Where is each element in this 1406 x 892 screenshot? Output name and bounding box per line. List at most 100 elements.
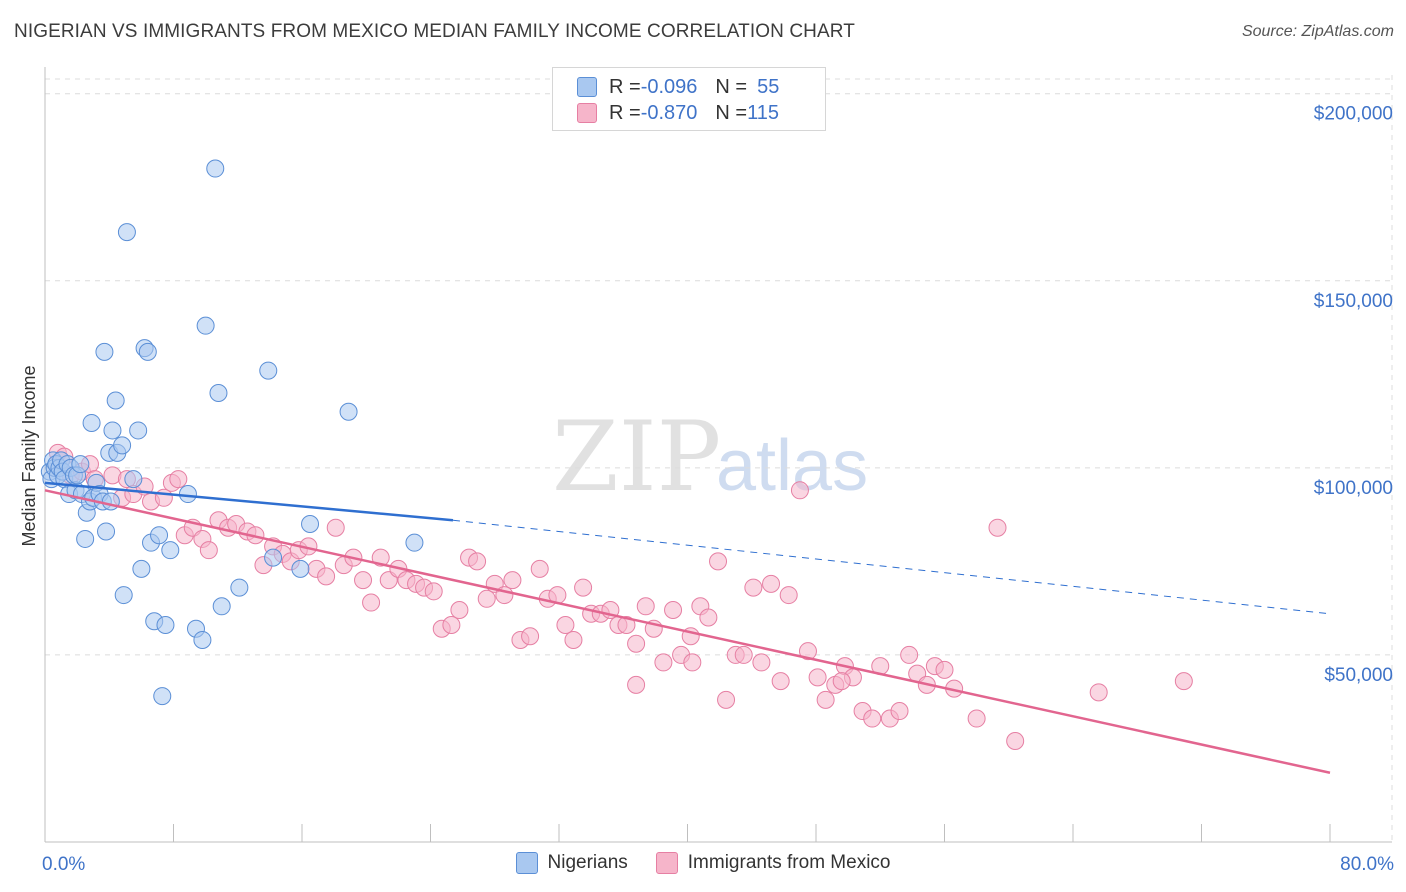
point-nigerian xyxy=(264,548,283,567)
point-mexico xyxy=(734,645,753,664)
point-nigerian xyxy=(124,470,143,489)
point-mexico xyxy=(967,709,986,728)
point-mexico xyxy=(617,615,636,634)
point-mexico xyxy=(199,541,218,560)
legend-swatch-nigerians xyxy=(515,852,538,874)
point-mexico xyxy=(752,653,771,672)
point-mexico xyxy=(424,582,443,601)
point-nigerian xyxy=(193,630,212,649)
legend-n-label: N = xyxy=(715,75,748,98)
point-mexico xyxy=(762,574,781,593)
point-nigerian xyxy=(161,541,180,560)
point-mexico xyxy=(627,675,646,694)
point-mexico xyxy=(556,615,575,634)
point-mexico xyxy=(988,518,1007,537)
series-immigrants-from-mexico xyxy=(48,443,1193,750)
point-nigerian xyxy=(153,687,172,706)
series-nigerians xyxy=(40,159,424,706)
y-tick-label: $150,000 xyxy=(1314,291,1393,312)
point-nigerian xyxy=(95,342,114,361)
point-mexico xyxy=(744,578,763,597)
axes xyxy=(44,67,1392,843)
legend-n-value: 55 xyxy=(757,75,780,98)
watermark: ZIP atlas xyxy=(552,401,868,513)
point-mexico xyxy=(477,589,496,608)
point-nigerian xyxy=(113,436,132,455)
point-mexico xyxy=(771,672,790,691)
legend-r-value: -0.096 xyxy=(640,75,698,98)
x-tick-label: 0.0% xyxy=(42,854,85,875)
point-nigerian xyxy=(259,361,278,380)
chart-source: Source: ZipAtlas.com xyxy=(1241,23,1394,40)
trend-line-nigerians-extension xyxy=(452,519,1331,615)
legend-row-nigerians: R = -0.096 N = 55 xyxy=(577,75,779,99)
legend-r-label: R = xyxy=(609,75,641,98)
legend-item-mexico[interactable]: Immigrants from Mexico xyxy=(655,852,890,874)
point-mexico xyxy=(683,653,702,672)
y-tick-labels: $50,000 $100,000 $150,000 $200,000 xyxy=(1314,104,1393,686)
point-nigerian xyxy=(103,421,122,440)
point-nigerian xyxy=(339,402,358,421)
point-mexico xyxy=(442,615,461,634)
point-nigerian xyxy=(138,342,157,361)
legend-swatch-mexico xyxy=(577,103,597,123)
point-nigerian xyxy=(97,522,116,541)
point-mexico xyxy=(664,601,683,620)
point-nigerian xyxy=(132,559,151,578)
point-nigerian xyxy=(101,492,120,511)
point-nigerian xyxy=(209,384,228,403)
point-nigerian xyxy=(117,223,136,242)
point-mexico xyxy=(154,488,173,507)
point-mexico xyxy=(564,630,583,649)
point-mexico xyxy=(863,709,882,728)
point-mexico xyxy=(636,597,655,616)
chart-title: NIGERIAN VS IMMIGRANTS FROM MEXICO MEDIA… xyxy=(14,21,855,42)
point-mexico xyxy=(1174,672,1193,691)
legend-row-mexico: R = -0.870 N = 115 xyxy=(577,101,779,125)
point-nigerian xyxy=(76,529,95,548)
point-mexico xyxy=(317,567,336,586)
point-mexico xyxy=(450,601,469,620)
point-nigerian xyxy=(106,391,125,410)
legend-n-value: 115 xyxy=(747,101,779,124)
point-mexico xyxy=(362,593,381,612)
y-tick-label: $50,000 xyxy=(1324,665,1393,686)
point-nigerian xyxy=(129,421,148,440)
point-mexico xyxy=(709,552,728,571)
point-nigerian xyxy=(150,526,169,545)
point-mexico xyxy=(1089,683,1108,702)
legend-swatch-nigerians xyxy=(577,77,597,97)
point-nigerian xyxy=(230,578,249,597)
y-tick-label: $100,000 xyxy=(1314,478,1393,499)
watermark-zip: ZIP xyxy=(552,401,721,513)
point-mexico xyxy=(816,690,835,709)
point-mexico xyxy=(468,552,487,571)
x-tick-label: 80.0% xyxy=(1340,854,1394,875)
point-mexico xyxy=(627,634,646,653)
point-mexico xyxy=(1006,731,1025,750)
point-mexico xyxy=(832,672,851,691)
point-mexico xyxy=(530,559,549,578)
point-nigerian xyxy=(71,455,90,474)
series-legend: Nigerians Immigrants from Mexico xyxy=(0,852,1406,874)
point-nigerian xyxy=(196,316,215,335)
point-nigerian xyxy=(178,485,197,504)
x-tick-labels: 0.0% 80.0% xyxy=(42,854,1394,875)
point-mexico xyxy=(900,645,919,664)
point-mexico xyxy=(890,702,909,721)
point-nigerian xyxy=(405,533,424,552)
point-mexico xyxy=(654,653,673,672)
y-tick-label: $200,000 xyxy=(1314,104,1393,125)
point-nigerian xyxy=(114,586,133,605)
legend-label-nigerians: Nigerians xyxy=(547,852,628,873)
point-mexico xyxy=(521,627,540,646)
point-nigerian xyxy=(206,159,225,178)
point-mexico xyxy=(169,470,188,489)
legend-n-label: N = xyxy=(715,101,748,124)
trend-line-nigerians xyxy=(44,481,454,522)
point-mexico xyxy=(717,690,736,709)
trend-lines xyxy=(44,481,1331,775)
y-axis-label: Median Family Income xyxy=(19,365,39,546)
point-mexico xyxy=(699,608,718,627)
legend-item-nigerians[interactable]: Nigerians xyxy=(515,852,628,874)
